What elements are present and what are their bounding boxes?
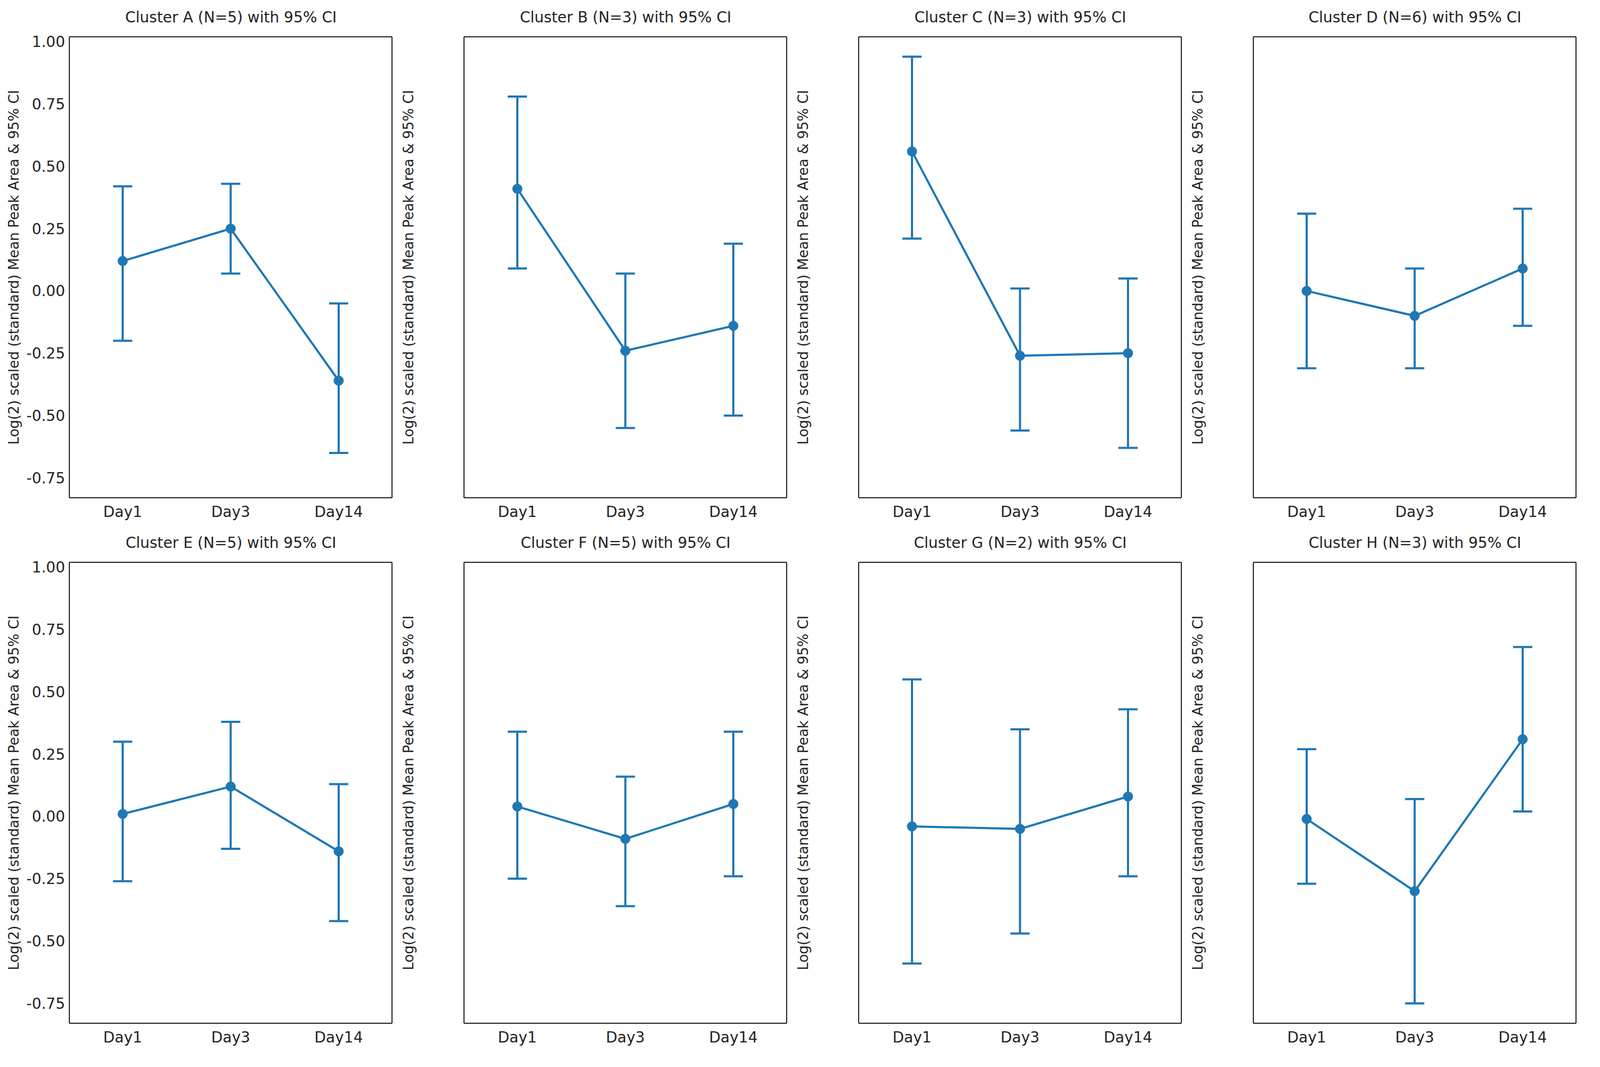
svg-text:Day14: Day14: [709, 502, 758, 521]
svg-text:0.00: 0.00: [32, 282, 66, 300]
svg-text:0.75: 0.75: [32, 620, 66, 639]
svg-text:-0.25: -0.25: [26, 344, 66, 363]
html-text:Cluster E (N=5) with 95% CI: Cluster E (N=5) with 95% CI: [125, 533, 337, 552]
html-text:Cluster A (N=5) with 95% CI: Cluster A (N=5) with 95% CI: [125, 8, 337, 27]
svg-text:Day3: Day3: [211, 1028, 251, 1046]
svg-text:Day1: Day1: [102, 1028, 142, 1046]
svg-text:Day14: Day14: [1498, 1028, 1548, 1046]
svg-text:Day3: Day3: [1000, 502, 1040, 521]
svg-text:Day3: Day3: [605, 502, 645, 521]
svg-text:Day3: Day3: [605, 1028, 645, 1046]
html-text:Cluster B (N=3) with 95% CI: Cluster B (N=3) with 95% CI: [519, 8, 732, 27]
svg-text:1.00: 1.00: [32, 33, 66, 51]
svg-text:Day1: Day1: [1286, 1028, 1326, 1046]
svg-text:-0.50: -0.50: [26, 406, 66, 425]
svg-text:Day14: Day14: [314, 502, 364, 521]
html-text:Cluster H (N=3) with 95% CI: Cluster H (N=3) with 95% CI: [1308, 533, 1522, 552]
svg-text:Log(2) scaled (standard) Mean: Log(2) scaled (standard) Mean Peak Area …: [795, 615, 812, 971]
svg-text:0.50: 0.50: [32, 683, 66, 701]
svg-text:-0.25: -0.25: [26, 869, 66, 888]
svg-text:-0.50: -0.50: [26, 932, 66, 950]
svg-text:Day1: Day1: [497, 1028, 537, 1046]
svg-text:Day3: Day3: [1000, 1028, 1040, 1046]
svg-text:Day1: Day1: [1286, 502, 1326, 521]
svg-text:Day14: Day14: [709, 1028, 758, 1046]
svg-text:Day14: Day14: [1104, 502, 1153, 521]
svg-text:Day1: Day1: [892, 502, 932, 521]
svg-text:-0.75: -0.75: [26, 994, 66, 1013]
svg-text:Log(2) scaled (standard) Mean: Log(2) scaled (standard) Mean Peak Area …: [5, 615, 22, 971]
svg-text:-0.75: -0.75: [26, 469, 66, 487]
svg-text:0.75: 0.75: [32, 95, 66, 114]
html-text:Cluster D (N=6) with 95% CI: Cluster D (N=6) with 95% CI: [1308, 8, 1522, 27]
svg-text:Day1: Day1: [497, 502, 537, 521]
svg-text:Day14: Day14: [1498, 502, 1548, 521]
svg-text:Log(2) scaled (standard) Mean: Log(2) scaled (standard) Mean Peak Area …: [795, 90, 812, 445]
svg-text:0.25: 0.25: [32, 220, 66, 238]
svg-text:Day14: Day14: [314, 1028, 364, 1046]
svg-text:Day3: Day3: [211, 502, 251, 521]
svg-text:Day1: Day1: [892, 1028, 932, 1046]
svg-text:Day3: Day3: [1395, 1028, 1435, 1046]
svg-text:Log(2) scaled (standard) Mean: Log(2) scaled (standard) Mean Peak Area …: [400, 615, 417, 971]
svg-text:Log(2) scaled (standard) Mean: Log(2) scaled (standard) Mean Peak Area …: [1189, 615, 1206, 971]
svg-text:Day14: Day14: [1104, 1028, 1153, 1046]
svg-text:Log(2) scaled (standard) Mean: Log(2) scaled (standard) Mean Peak Area …: [400, 90, 417, 445]
svg-text:0.00: 0.00: [32, 807, 66, 826]
svg-text:Log(2) scaled (standard) Mean: Log(2) scaled (standard) Mean Peak Area …: [1189, 90, 1206, 445]
svg-text:1.00: 1.00: [32, 558, 66, 576]
svg-text:0.50: 0.50: [32, 157, 66, 176]
svg-text:Day1: Day1: [102, 502, 142, 521]
svg-text:Day3: Day3: [1395, 502, 1435, 521]
svg-text:Log(2) scaled (standard) Mean: Log(2) scaled (standard) Mean Peak Area …: [5, 90, 22, 445]
svg-text:0.25: 0.25: [32, 745, 66, 764]
html-text:Cluster G (N=2) with 95% CI: Cluster G (N=2) with 95% CI: [913, 533, 1127, 552]
html-text:Cluster C (N=3) with 95% CI: Cluster C (N=3) with 95% CI: [914, 8, 1127, 27]
html-text:Cluster F (N=5) with 95% CI: Cluster F (N=5) with 95% CI: [520, 533, 731, 552]
